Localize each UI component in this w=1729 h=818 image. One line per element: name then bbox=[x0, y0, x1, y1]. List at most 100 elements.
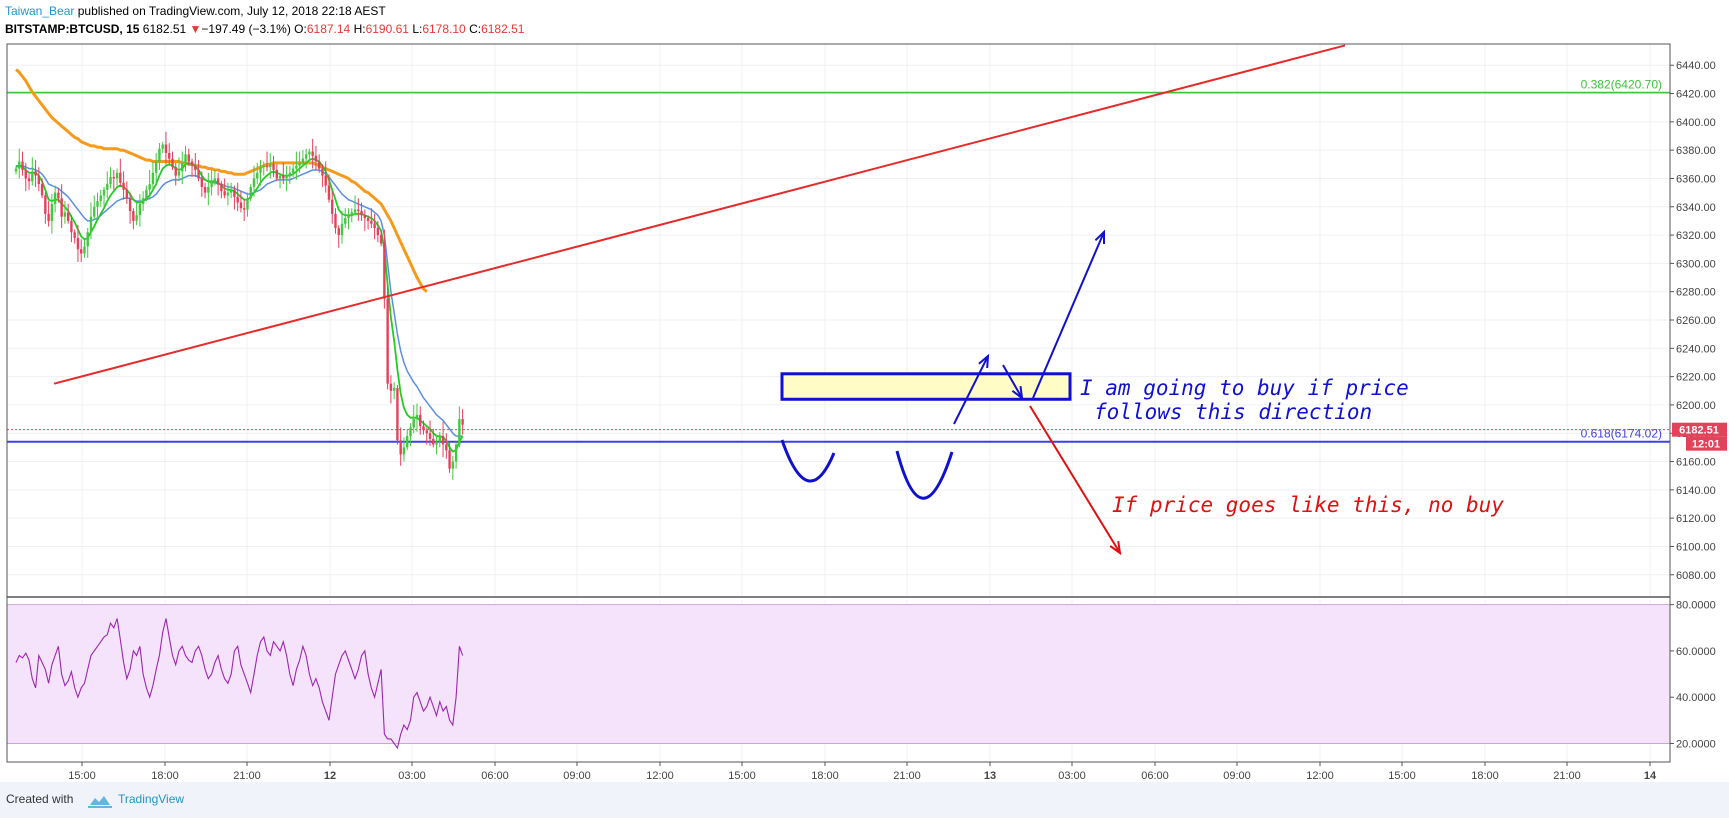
chart-canvas[interactable]: 0.382(6420.70) 0.618(6174.02) 6440.00 6420… bbox=[0, 0, 1729, 782]
arrow-nobuy bbox=[1029, 405, 1121, 554]
candle-body bbox=[265, 165, 269, 168]
candle-body bbox=[128, 198, 132, 212]
candle-body bbox=[115, 172, 119, 179]
fib-level-label: 0.382(6420.70) bbox=[1581, 78, 1662, 92]
candle-body bbox=[285, 175, 288, 179]
candle-body bbox=[412, 419, 415, 428]
ohlc-legend: BITSTAMP:BTCUSD, 15 6182.51 ▼−197.49 (−3… bbox=[5, 20, 524, 38]
candle-body bbox=[161, 144, 164, 149]
candle-body bbox=[122, 182, 125, 190]
candle-body bbox=[278, 175, 282, 179]
time-tick-label: 18:00 bbox=[811, 770, 839, 782]
candle-body bbox=[158, 148, 161, 162]
time-tick-label: 03:00 bbox=[1058, 770, 1086, 782]
time-tick-label: 13 bbox=[984, 770, 996, 782]
symbol-label: BITSTAMP:BTCUSD, 15 bbox=[5, 22, 140, 36]
candle-body bbox=[138, 203, 142, 216]
candle-body bbox=[21, 161, 24, 170]
ema-fast-line bbox=[15, 157, 464, 453]
candle-body bbox=[89, 216, 93, 233]
candle-body bbox=[340, 223, 344, 236]
author-link[interactable]: Taiwan_Bear bbox=[5, 4, 75, 18]
candle-body bbox=[73, 232, 76, 238]
candle-body bbox=[50, 203, 54, 221]
candle-body bbox=[141, 198, 145, 204]
tradingview-logo-icon bbox=[88, 796, 112, 808]
candle-body bbox=[220, 184, 223, 192]
candle-body bbox=[445, 444, 448, 451]
time-tick-label: 09:00 bbox=[1223, 770, 1251, 782]
time-tick-label: 18:00 bbox=[151, 770, 179, 782]
close-label: C: bbox=[469, 22, 482, 36]
candle-body bbox=[428, 433, 432, 439]
nobuy-annotation: If price goes like this, no buy bbox=[1112, 493, 1504, 517]
candle-body bbox=[298, 162, 301, 166]
price-series bbox=[15, 68, 464, 453]
arrow-up-2 bbox=[1032, 231, 1105, 399]
candle-body bbox=[226, 192, 230, 196]
candle-body bbox=[40, 184, 44, 196]
rsi-band-fill bbox=[7, 604, 1670, 744]
time-tick-label: 15:00 bbox=[728, 770, 756, 782]
candle-body bbox=[419, 414, 422, 427]
candle-body bbox=[301, 158, 305, 163]
candle-body bbox=[262, 165, 265, 168]
tradingview-link[interactable]: TradingView bbox=[118, 792, 185, 806]
candle-body bbox=[24, 169, 27, 179]
candle-body bbox=[229, 189, 233, 193]
candle-body bbox=[366, 218, 370, 221]
price-tick-label: 6320.00 bbox=[1676, 230, 1716, 242]
last-price: 6182.51 bbox=[142, 22, 187, 36]
candle-body bbox=[269, 164, 272, 168]
candle-body bbox=[259, 167, 262, 173]
candle-body bbox=[344, 218, 347, 224]
price-tick-label: 6340.00 bbox=[1676, 202, 1716, 214]
buy-zone-box bbox=[780, 372, 1072, 401]
candle-body bbox=[392, 387, 396, 391]
candle-body bbox=[308, 151, 311, 155]
candle-body bbox=[438, 436, 441, 442]
candle-body bbox=[288, 172, 292, 176]
candle-body bbox=[57, 192, 60, 199]
candle-body bbox=[402, 447, 406, 455]
candle-body bbox=[386, 298, 389, 384]
candle-body bbox=[383, 243, 386, 299]
candle-body bbox=[304, 154, 308, 159]
candle-body bbox=[272, 164, 275, 170]
candle-body bbox=[213, 178, 217, 182]
arrow-up-1 bbox=[953, 355, 989, 425]
arrow-down-1-head bbox=[1011, 385, 1024, 401]
candle-body bbox=[399, 440, 402, 455]
candle-body bbox=[194, 165, 197, 170]
rsi-tick-label: 20.0000 bbox=[1676, 738, 1716, 750]
publish-info: published on TradingView.com, July 12, 2… bbox=[77, 4, 386, 18]
candle-body bbox=[256, 172, 259, 179]
price-tick-label: 6200.00 bbox=[1676, 400, 1716, 412]
candle-body bbox=[164, 144, 168, 153]
candle-body bbox=[145, 189, 148, 199]
candle-body bbox=[389, 383, 393, 391]
drawings bbox=[53, 44, 1346, 556]
countdown-badge bbox=[1686, 436, 1727, 451]
price-tick-label: 6120.00 bbox=[1676, 513, 1716, 525]
time-tick-label: 12:00 bbox=[646, 770, 674, 782]
cup-left-curve bbox=[780, 439, 836, 483]
candle-body bbox=[31, 171, 34, 182]
candle-body bbox=[93, 206, 96, 217]
candle-body bbox=[148, 184, 151, 190]
candle-body bbox=[422, 426, 425, 431]
low-value: 6178.10 bbox=[422, 22, 466, 36]
price-tick-label: 6100.00 bbox=[1676, 541, 1716, 553]
frame-border bbox=[6, 43, 1671, 763]
candle-body bbox=[187, 154, 190, 162]
price-tick-label: 6440.00 bbox=[1676, 60, 1716, 72]
candle-body bbox=[86, 232, 89, 247]
candle-body bbox=[27, 178, 31, 182]
candle-body bbox=[249, 186, 252, 199]
candle-body bbox=[311, 151, 314, 156]
candle-body bbox=[379, 235, 383, 244]
buy-annotation-line2: follows this direction bbox=[1094, 400, 1372, 424]
time-tick-label: 12 bbox=[324, 770, 336, 782]
candle-body bbox=[66, 212, 70, 221]
publish-header: Taiwan_Bear published on TradingView.com… bbox=[5, 2, 386, 20]
